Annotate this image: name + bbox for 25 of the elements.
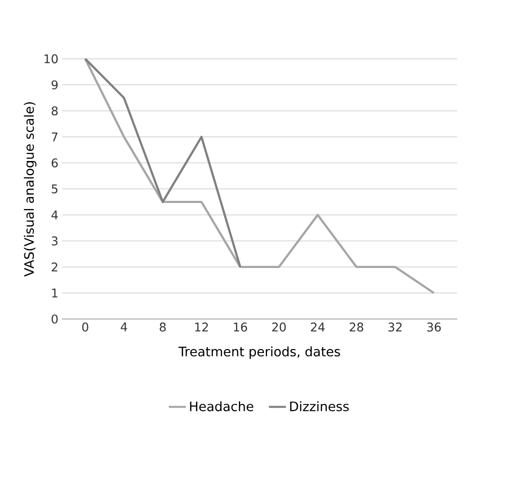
y-tick-label: 8 [52,106,58,116]
y-tick-label: 1 [52,288,58,298]
legend-label: Dizziness [290,401,349,412]
x-tick-label: 20 [272,322,286,332]
y-tick-label: 5 [52,184,58,194]
y-tick-label: 0 [52,314,58,324]
y-tick-label: 10 [44,54,58,64]
y-tick-label: 7 [52,132,58,142]
x-tick-label: 4 [120,322,128,332]
x-tick-label: 24 [310,322,325,332]
x-tick-label: 12 [195,322,208,332]
y-axis-title: VAS(Visual analogue scale) [24,102,36,277]
x-tick-label: 36 [427,322,441,332]
y-tick-label: 6 [52,158,58,168]
x-tick-label: 16 [234,322,248,332]
x-tick-label: 28 [350,322,364,332]
y-tick-label: 2 [52,262,58,272]
legend-label: Headache [190,401,254,412]
x-tick-label: 0 [82,322,88,332]
x-axis-title: Treatment periods, dates [178,346,340,359]
y-tick-label: 3 [52,236,58,246]
x-tick-label: 32 [388,322,402,332]
y-tick-label: 4 [51,210,58,220]
x-tick-label: 8 [160,322,166,332]
y-tick-label: 9 [52,80,58,90]
